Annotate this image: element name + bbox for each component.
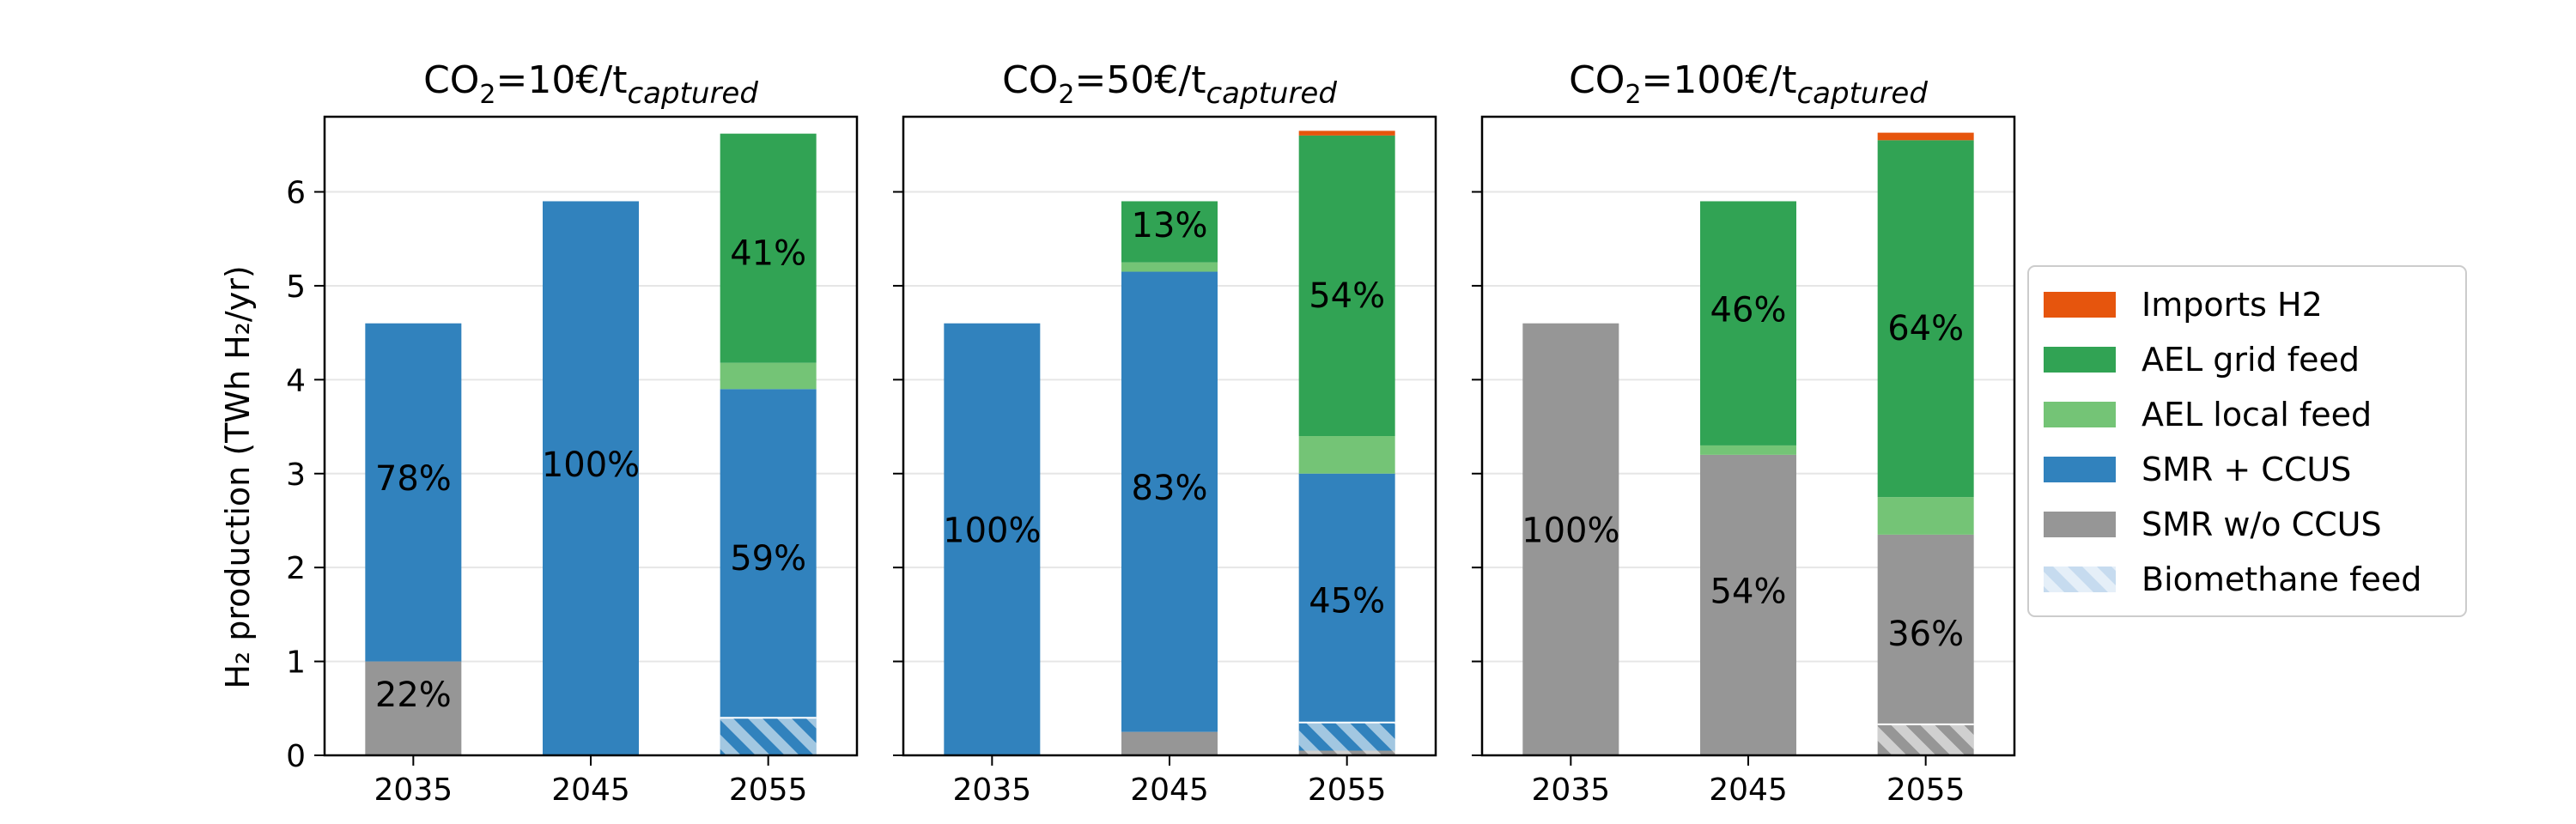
legend-swatch [2044, 292, 2116, 318]
bar-ael-grid-feed [1877, 140, 1974, 498]
bar-share-label: 100% [1522, 511, 1619, 550]
bar-biomethane-feed [720, 718, 817, 755]
y-tick-label: 5 [286, 270, 306, 305]
y-tick-label: 3 [286, 457, 306, 493]
bar-biomethane-feed [1298, 722, 1395, 755]
legend-swatch-hatch [2044, 566, 2116, 592]
legend-box [2027, 265, 2467, 617]
chart-panel-2: 2035 2045 2055 100% 83% 13% 45% 54% CO2=50€/tcap… [893, 58, 1437, 808]
bar-share-label: 78% [375, 459, 452, 499]
legend-label: Imports H2 [2142, 286, 2323, 324]
bar-biomethane-feed [1877, 724, 1974, 755]
bar-smr-w-o-ccus [1522, 323, 1619, 755]
y-tick-label: 4 [286, 363, 306, 398]
chart-panels: 0 1 2 3 4 5 6 2035 2045 2055 22% 78% 100% 59% 41% CO2=1… [286, 58, 2016, 808]
bar-share-label: 100% [542, 445, 640, 485]
x-tick-label: 2035 [374, 772, 453, 808]
legend-label: Biomethane feed [2142, 560, 2421, 598]
x-tick-label: 2055 [1886, 772, 1965, 808]
bar-share-label: 59% [730, 539, 806, 579]
bar-smr-ccus [1298, 473, 1395, 751]
x-tick-label: 2045 [1709, 772, 1788, 808]
x-tick-label: 2045 [1130, 772, 1209, 808]
y-tick-label: 0 [286, 739, 306, 774]
bar-ael-grid-feed [1700, 201, 1796, 445]
axes-frame [323, 115, 859, 757]
y-tick-label: 2 [286, 551, 306, 586]
bar-share-label: 45% [1309, 581, 1385, 621]
bar-share-label: 36% [1887, 615, 1964, 654]
bar-smr-w-o-ccus [1121, 731, 1218, 755]
bar-ael-grid-feed [720, 133, 817, 363]
bar-share-label: 22% [375, 676, 452, 715]
bar-ael-local-feed [1877, 497, 1974, 535]
bar-ael-local-feed [1121, 262, 1218, 272]
legend-swatch [2044, 457, 2116, 482]
panel-title: CO2=10€/tcaptured [423, 58, 758, 111]
bar-share-label: 54% [1309, 276, 1385, 316]
legend-swatch [2044, 512, 2116, 537]
bar-share-label: 100% [943, 511, 1041, 550]
axes-frame [902, 115, 1437, 757]
bar-share-label: 46% [1710, 290, 1787, 330]
chart-panel-3: 2035 2045 2055 100% 54% 46% 36% 64% CO2=100€/tca… [1472, 58, 2016, 808]
legend-label: SMR w/o CCUS [2142, 506, 2382, 543]
x-tick-label: 2035 [953, 772, 1032, 808]
legend-label: AEL grid feed [2142, 341, 2360, 379]
bar-smr-ccus [944, 323, 1041, 755]
y-tick-label: 1 [286, 645, 306, 681]
legend-label: AEL local feed [2142, 396, 2372, 433]
bar-share-label: 64% [1887, 309, 1964, 348]
bar-smr-ccus [543, 201, 639, 755]
bar-smr-ccus [720, 389, 817, 755]
panel-title: CO2=50€/tcaptured [1002, 58, 1337, 111]
axes-frame [1480, 115, 2016, 757]
x-tick-label: 2045 [551, 772, 630, 808]
bar-share-label: 41% [730, 234, 806, 274]
bar-smr-w-o-ccus [1700, 454, 1796, 755]
legend-swatch [2044, 347, 2116, 373]
y-axis-label: H₂ production (TWh H₂/yr) [219, 265, 257, 688]
legend-swatch [2044, 402, 2116, 427]
x-tick-label: 2055 [1308, 772, 1387, 808]
y-tick-label: 6 [286, 176, 306, 211]
x-tick-label: 2055 [729, 772, 808, 808]
x-tick-label: 2035 [1532, 772, 1611, 808]
bar-smr-ccus [365, 323, 462, 662]
bar-smr-w-o-ccus [1877, 534, 1974, 755]
bar-share-label: 13% [1132, 206, 1208, 245]
legend: Imports H2 AEL grid feed AEL local feed SMR… [2027, 265, 2467, 617]
panel-title: CO2=100€/tcaptured [1569, 58, 1928, 111]
bar-ael-local-feed [720, 362, 817, 390]
legend-label: SMR + CCUS [2142, 451, 2351, 488]
bar-ael-grid-feed [1298, 135, 1395, 436]
bar-imports-h2 [1877, 132, 1974, 141]
bar-share-label: 54% [1710, 573, 1787, 612]
bar-smr-ccus [1121, 271, 1218, 732]
chart-panel-1: 0 1 2 3 4 5 6 2035 2045 2055 22% 78% 100% 59% 41% CO2=1… [286, 58, 859, 808]
bar-ael-local-feed [1298, 436, 1395, 474]
bar-smr-w-o-ccus [365, 661, 462, 755]
bar-ael-local-feed [1700, 445, 1796, 455]
bar-imports-h2 [1298, 130, 1395, 136]
bar-share-label: 83% [1132, 469, 1208, 508]
bar-ael-grid-feed [1121, 201, 1218, 263]
